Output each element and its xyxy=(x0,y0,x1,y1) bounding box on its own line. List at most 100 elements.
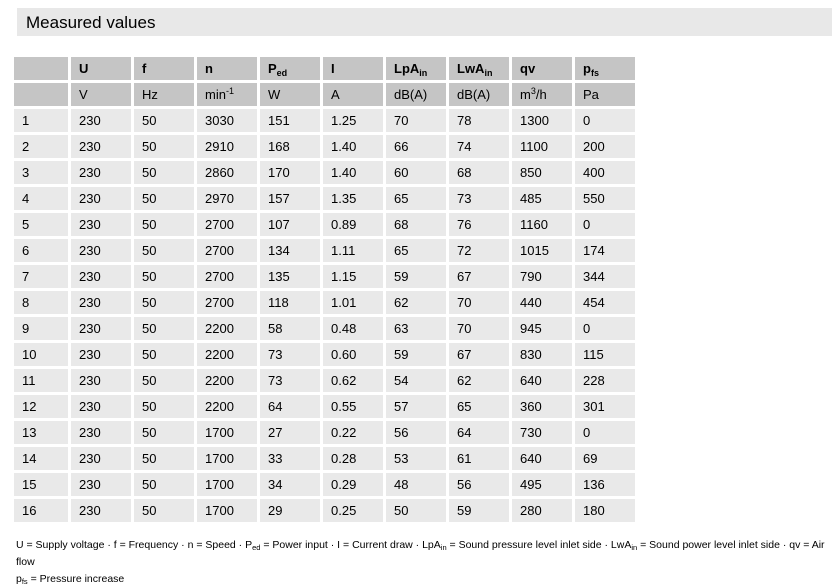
table-cell: 50 xyxy=(134,447,194,470)
table-cell: 1015 xyxy=(512,239,572,262)
column-header: qv xyxy=(512,57,572,80)
table-cell: 134 xyxy=(260,239,320,262)
table-cell: 230 xyxy=(71,421,131,444)
table-cell: 2700 xyxy=(197,213,257,236)
table-cell: 1700 xyxy=(197,421,257,444)
table-cell: 730 xyxy=(512,421,572,444)
table-cell: 151 xyxy=(260,109,320,132)
table-cell: 0 xyxy=(575,317,635,340)
table-body: 1 230 50 3030 151 1.25 70 78 1300 0 2 230 50 2910 168 1… xyxy=(14,109,635,522)
table-cell: 65 xyxy=(386,187,446,210)
table-cell: 230 xyxy=(71,109,131,132)
table-cell: 66 xyxy=(386,135,446,158)
table-row: 2 230 50 2910 168 1.40 66 74 1100 200 xyxy=(14,135,635,158)
table-cell: 168 xyxy=(260,135,320,158)
table-row: 9 230 50 2200 58 0.48 63 70 945 0 xyxy=(14,317,635,340)
table-cell: 790 xyxy=(512,265,572,288)
table-cell: 1.25 xyxy=(323,109,383,132)
footnote: U = Supply voltage · f = Frequency · n =… xyxy=(16,537,826,588)
table-cell: 200 xyxy=(575,135,635,158)
row-number-cell: 8 xyxy=(14,291,68,314)
table-cell: 454 xyxy=(575,291,635,314)
table-cell: 230 xyxy=(71,499,131,522)
row-number-column-header xyxy=(14,57,68,80)
table-cell: 1160 xyxy=(512,213,572,236)
table-cell: 50 xyxy=(134,265,194,288)
column-unit: V xyxy=(71,83,131,106)
row-number-cell: 14 xyxy=(14,447,68,470)
table-cell: 640 xyxy=(512,447,572,470)
table-cell: 640 xyxy=(512,369,572,392)
table-cell: 61 xyxy=(449,447,509,470)
table-cell: 136 xyxy=(575,473,635,496)
table-cell: 54 xyxy=(386,369,446,392)
row-number-cell: 12 xyxy=(14,395,68,418)
table-cell: 56 xyxy=(449,473,509,496)
column-header: pfs xyxy=(575,57,635,80)
row-number-cell: 3 xyxy=(14,161,68,184)
table-cell: 73 xyxy=(260,343,320,366)
table-cell: 440 xyxy=(512,291,572,314)
table-cell: 50 xyxy=(134,213,194,236)
footnote-line-1: U = Supply voltage · f = Frequency · n =… xyxy=(16,539,825,568)
table-cell: 50 xyxy=(134,499,194,522)
table-cell: 344 xyxy=(575,265,635,288)
table-cell: 59 xyxy=(386,265,446,288)
table-cell: 230 xyxy=(71,395,131,418)
table-cell: 50 xyxy=(134,187,194,210)
table-cell: 50 xyxy=(134,109,194,132)
column-unit: min-1 xyxy=(197,83,257,106)
table-cell: 135 xyxy=(260,265,320,288)
table-cell: 73 xyxy=(449,187,509,210)
table-cell: 0.60 xyxy=(323,343,383,366)
table-cell: 1.40 xyxy=(323,161,383,184)
table-cell: 2700 xyxy=(197,239,257,262)
table-cell: 830 xyxy=(512,343,572,366)
table-cell: 485 xyxy=(512,187,572,210)
table-cell: 230 xyxy=(71,135,131,158)
table-row: 5 230 50 2700 107 0.89 68 76 1160 0 xyxy=(14,213,635,236)
table-cell: 1.01 xyxy=(323,291,383,314)
table-cell: 64 xyxy=(449,421,509,444)
table-cell: 945 xyxy=(512,317,572,340)
table-cell: 2860 xyxy=(197,161,257,184)
table-cell: 34 xyxy=(260,473,320,496)
row-number-cell: 16 xyxy=(14,499,68,522)
table-row: 6 230 50 2700 134 1.11 65 72 1015 174 xyxy=(14,239,635,262)
table-cell: 50 xyxy=(134,239,194,262)
table-row: 7 230 50 2700 135 1.15 59 67 790 344 xyxy=(14,265,635,288)
table-cell: 174 xyxy=(575,239,635,262)
table-cell: 1100 xyxy=(512,135,572,158)
table-cell: 58 xyxy=(260,317,320,340)
table-cell: 3030 xyxy=(197,109,257,132)
table-cell: 62 xyxy=(449,369,509,392)
table-cell: 65 xyxy=(386,239,446,262)
table-cell: 230 xyxy=(71,239,131,262)
row-number-cell: 4 xyxy=(14,187,68,210)
table-cell: 50 xyxy=(134,369,194,392)
table-row: 14 230 50 1700 33 0.28 53 61 640 69 xyxy=(14,447,635,470)
table-cell: 0.25 xyxy=(323,499,383,522)
table-cell: 64 xyxy=(260,395,320,418)
footnote-line-2: pfs = Pressure increase xyxy=(16,573,125,586)
title-band: Measured values xyxy=(17,8,832,36)
table-cell: 0 xyxy=(575,421,635,444)
table-cell: 1.11 xyxy=(323,239,383,262)
table-cell: 1700 xyxy=(197,473,257,496)
table-cell: 0 xyxy=(575,213,635,236)
table-cell: 2200 xyxy=(197,317,257,340)
column-header: Ped xyxy=(260,57,320,80)
table-cell: 74 xyxy=(449,135,509,158)
table-cell: 27 xyxy=(260,421,320,444)
column-unit: dB(A) xyxy=(449,83,509,106)
table-cell: 78 xyxy=(449,109,509,132)
table-cell: 0.28 xyxy=(323,447,383,470)
table-cell: 62 xyxy=(386,291,446,314)
table-cell: 1700 xyxy=(197,499,257,522)
table-cell: 1.35 xyxy=(323,187,383,210)
column-unit: m3/h xyxy=(512,83,572,106)
table-cell: 2200 xyxy=(197,343,257,366)
table-cell: 2200 xyxy=(197,369,257,392)
column-unit: A xyxy=(323,83,383,106)
